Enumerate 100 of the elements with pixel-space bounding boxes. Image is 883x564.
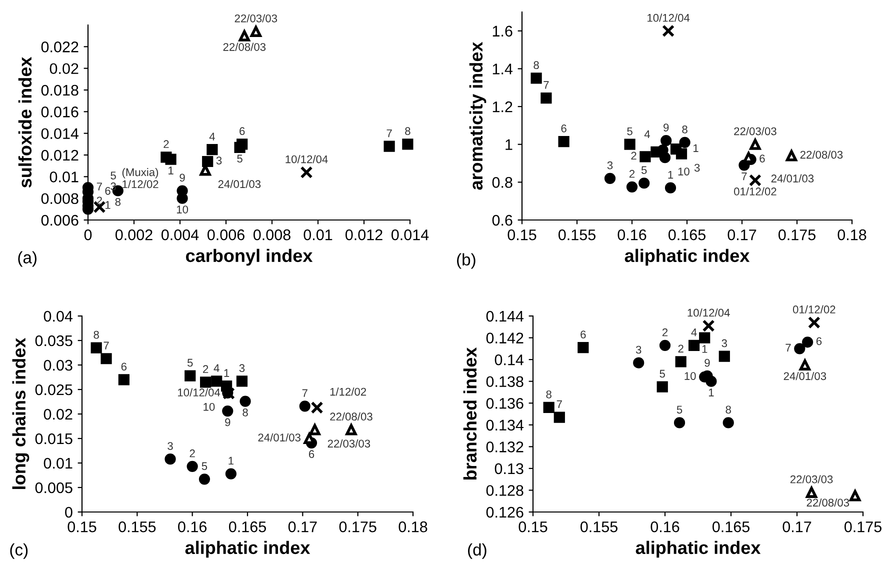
- annotation: 8: [115, 198, 121, 206]
- y-tick-label: 0.13: [494, 463, 524, 474]
- x-tick-label: 0.165: [668, 229, 706, 240]
- annotation: 2: [203, 365, 208, 373]
- y-tick-label: 0.022: [41, 42, 78, 52]
- annotation: 6: [561, 124, 566, 132]
- annotation: 2: [662, 328, 668, 336]
- annotation: 9: [225, 418, 230, 426]
- x-axis-title: aliphatic index: [185, 540, 310, 558]
- annotation: 10/12/04: [286, 155, 328, 164]
- annotation: 7: [742, 172, 747, 180]
- annotation: 10: [684, 372, 696, 380]
- x-tick-label: 0.18: [838, 229, 866, 240]
- annotation: 1: [224, 369, 230, 377]
- annotation: 1: [702, 345, 708, 353]
- annotation: 5: [676, 406, 682, 414]
- y-tick-label: 0.008: [41, 193, 78, 204]
- annotation: 10: [176, 206, 188, 214]
- annotation: 2: [631, 152, 636, 160]
- annotation: 24/01/03: [771, 174, 814, 182]
- annotation: 7: [544, 81, 549, 89]
- annotation: 22/08/03: [806, 498, 850, 507]
- x-tick-label: 0.014: [391, 229, 429, 240]
- x-tick-label: 0.165: [712, 521, 750, 532]
- x-tick-label: 0.16: [650, 521, 680, 532]
- y-tick-label: 0.138: [486, 376, 524, 388]
- text: (a): [18, 251, 36, 267]
- x-tick-label: 0.008: [253, 229, 290, 240]
- y-axis-title: aromaticity index: [469, 42, 486, 190]
- y-tick-label: 0.02: [50, 63, 78, 74]
- annotation: 6: [105, 186, 110, 195]
- y-tick-label: 0.03: [44, 360, 72, 371]
- annotation: 10/12/04: [178, 388, 220, 396]
- x-tick-label: 0.175: [778, 229, 816, 240]
- y-tick-label: 0.025: [35, 384, 72, 396]
- annotation: 4: [644, 130, 650, 138]
- annotation: 1: [106, 201, 110, 209]
- text: (c): [10, 543, 28, 559]
- y-tick-label: 0.6: [492, 214, 512, 226]
- annotation: 24/01/03: [784, 372, 826, 380]
- x-tick-label: 0.17: [288, 521, 317, 532]
- x-tick-label: 0.15: [68, 521, 96, 532]
- annotation: 8: [726, 406, 731, 414]
- annotation: 6: [240, 127, 245, 136]
- annotation: 24/01/03: [218, 180, 261, 188]
- y-tick-label: 0.14: [494, 354, 524, 366]
- text: (d): [468, 543, 486, 559]
- annotation: 7: [556, 400, 562, 408]
- text: (b): [457, 253, 476, 269]
- y-tick-label: 0.136: [486, 398, 524, 409]
- x-tick-label: 0.16: [618, 229, 646, 240]
- y-tick-label: 0.012: [41, 150, 78, 161]
- y-tick-label: 1: [506, 139, 512, 150]
- annotation: 6: [121, 362, 127, 371]
- annotation: 01/12/02: [734, 187, 776, 196]
- annotation: 2: [96, 196, 102, 204]
- y-axis-title: branched index: [463, 347, 477, 480]
- annotation: 8: [546, 390, 552, 398]
- annotation: 5: [202, 462, 208, 470]
- y-tick-label: 0.144: [486, 310, 524, 322]
- annotation: 3: [216, 156, 222, 164]
- annotation: 1: [708, 388, 714, 396]
- y-tick-label: 0: [65, 506, 72, 518]
- annotation: 3: [694, 164, 700, 172]
- y-tick-label: 0.04: [44, 310, 73, 322]
- y-tick-label: 0.018: [41, 84, 78, 96]
- annotation: 8: [242, 408, 248, 416]
- annotation: 22/08/03: [223, 42, 266, 51]
- annotation: (Muxia) 1/12/02: [122, 168, 158, 188]
- annotation: 7: [96, 182, 102, 190]
- x-tick-label: 0.17: [728, 229, 756, 240]
- annotation: 3: [722, 339, 727, 348]
- x-tick-label: 0.155: [118, 521, 156, 532]
- x-tick-label: 0: [84, 229, 92, 240]
- y-tick-label: 1.2: [492, 101, 512, 112]
- annotation: 22/03/03: [234, 14, 278, 22]
- y-tick-label: 0.01: [50, 172, 78, 182]
- x-axis-title: aliphatic index: [624, 248, 750, 266]
- x-tick-label: 0.16: [178, 521, 207, 532]
- annotation: 6: [580, 330, 586, 338]
- x-tick-label: 0.165: [228, 521, 266, 532]
- y-tick-label: 0.142: [486, 332, 524, 344]
- annotation: 10/12/04: [648, 14, 690, 22]
- annotation: 2: [164, 140, 169, 148]
- y-tick-label: 0.035: [35, 335, 72, 346]
- x-tick-label: 0.175: [339, 521, 376, 532]
- annotation: 10: [204, 402, 215, 411]
- x-axis-title: aliphatic index: [636, 540, 761, 558]
- annotation: 24/01/03: [258, 433, 300, 442]
- x-tick-label: 0.15: [518, 521, 548, 532]
- y-tick-label: 0.02: [44, 408, 72, 420]
- annotation: 1: [228, 456, 234, 465]
- y-tick-label: 1.4: [492, 64, 513, 74]
- annotation: 22/08/03: [330, 412, 372, 421]
- y-tick-label: 0.015: [35, 433, 72, 444]
- y-tick-label: 0.01: [44, 458, 72, 469]
- annotation: 2: [190, 449, 195, 458]
- y-tick-label: 1.6: [492, 26, 512, 37]
- y-tick-label: 0.128: [486, 485, 524, 496]
- annotation: 5: [187, 358, 193, 367]
